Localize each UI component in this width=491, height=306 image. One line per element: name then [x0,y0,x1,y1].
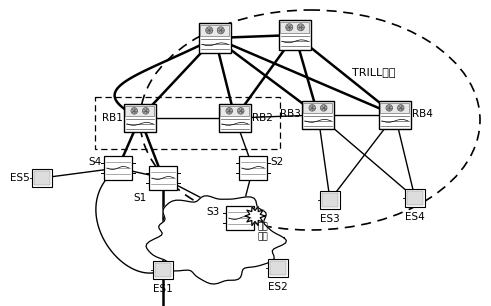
Bar [104,156,132,180]
Circle shape [206,27,213,34]
Circle shape [321,105,327,111]
Text: ES1: ES1 [153,284,173,294]
Bar [320,191,340,209]
Bar [126,106,155,116]
Circle shape [309,105,316,111]
Bar [379,101,411,129]
Bar [155,263,171,277]
Bar [219,104,251,132]
Bar [407,191,423,205]
Text: ES4: ES4 [405,212,425,222]
Bar [268,259,288,277]
Circle shape [131,108,137,114]
Circle shape [386,105,392,111]
Bar [381,103,409,113]
Bar [280,21,309,33]
Polygon shape [146,196,286,284]
Text: RB3: RB3 [280,109,301,119]
Bar [149,166,177,190]
Bar [279,20,311,50]
Bar [239,156,267,180]
Text: 接入
网络: 接入 网络 [258,222,269,242]
Bar [200,24,229,35]
Bar [220,106,249,116]
Bar [34,171,50,185]
Text: S4: S4 [89,157,102,167]
Text: S3: S3 [207,207,220,217]
Bar [226,206,254,230]
Bar [124,104,156,132]
Bar [199,23,231,53]
Text: RB2: RB2 [252,113,273,123]
Text: S2: S2 [270,157,283,167]
Text: RB4: RB4 [412,109,433,119]
Circle shape [226,108,233,114]
Text: ES2: ES2 [268,282,288,292]
Circle shape [217,27,224,34]
Text: ES5: ES5 [10,173,30,183]
Circle shape [142,108,149,114]
Polygon shape [245,207,265,226]
Bar [95,97,280,149]
Bar [153,261,173,279]
Bar [270,261,286,275]
Text: ES3: ES3 [320,214,340,224]
Circle shape [286,24,293,31]
Circle shape [398,105,404,111]
Bar [303,103,332,113]
Bar [302,101,334,129]
Bar [32,169,52,187]
Bar [405,189,425,207]
Circle shape [297,24,304,31]
Bar [322,193,338,207]
Text: S1: S1 [134,193,147,203]
Circle shape [238,108,244,114]
Text: TRILL网络: TRILL网络 [352,67,395,77]
Text: RB1: RB1 [102,113,123,123]
